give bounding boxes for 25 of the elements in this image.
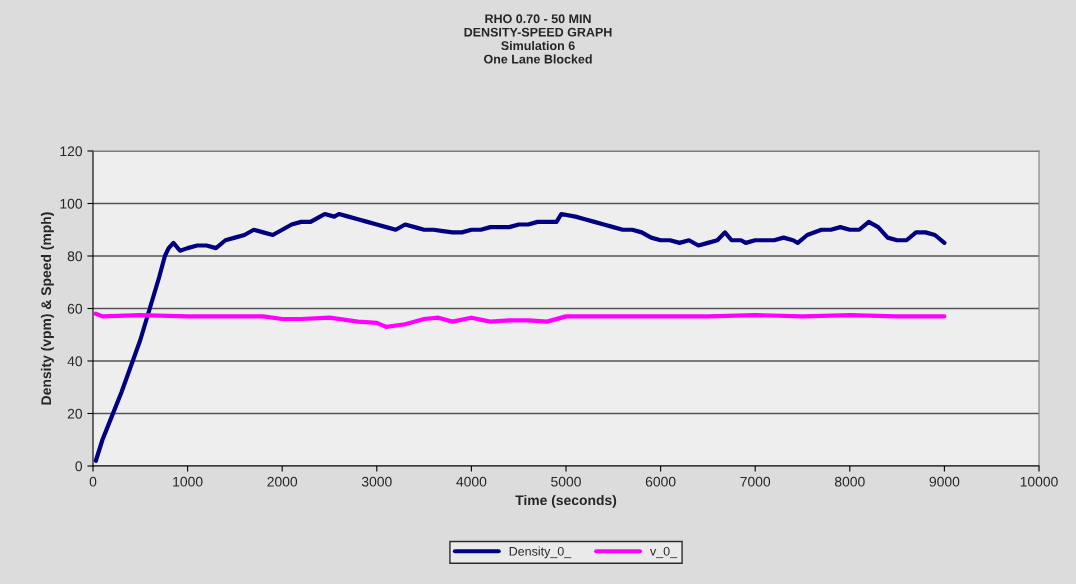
line-series	[93, 311, 947, 329]
y-tick-label: 120	[60, 146, 83, 157]
x-tick-label: 6000	[645, 476, 676, 487]
y-axis-title: Density (vpm) & Speed (mph)	[40, 212, 54, 405]
line-series	[93, 211, 947, 463]
x-tick-label: 5000	[551, 476, 581, 487]
x-tick-label: 4000	[456, 476, 487, 487]
x-tick-label: 0	[89, 476, 97, 487]
x-tick-label: 2000	[267, 476, 298, 487]
legend-label: v_0_	[650, 546, 678, 559]
y-tick-label: 80	[67, 251, 83, 262]
chart-title: RHO 0.70 - 50 MIN DENSITY-SPEED GRAPH Simulation 6 One Lane Blocked	[464, 14, 612, 64]
x-tick-label: 10000	[1020, 476, 1058, 487]
legend-label: Density_0_	[509, 546, 572, 559]
x-tick-label: 7000	[740, 476, 771, 487]
y-tick-label: 20	[67, 408, 83, 419]
x-tick-label: 9000	[929, 476, 960, 487]
y-tick-label: 100	[60, 198, 83, 209]
y-tick-label: 0	[75, 461, 83, 472]
x-axis-title: Time (seconds)	[515, 494, 617, 508]
x-tick-label: 3000	[361, 476, 392, 487]
x-tick-label: 8000	[834, 476, 865, 487]
y-tick-label: 40	[67, 356, 83, 367]
y-tick-label: 60	[67, 303, 83, 314]
x-tick-label: 1000	[173, 476, 203, 487]
